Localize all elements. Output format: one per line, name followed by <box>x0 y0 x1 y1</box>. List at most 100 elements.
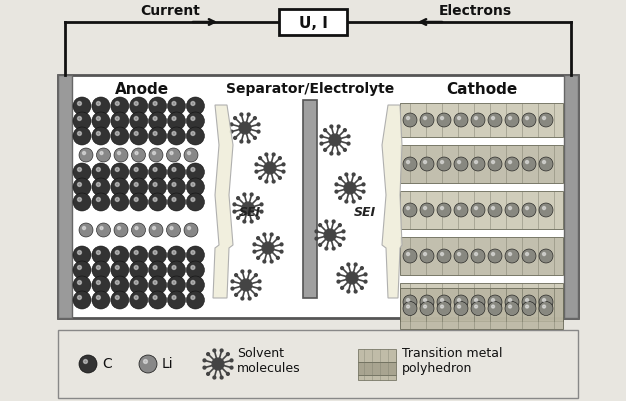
Circle shape <box>92 193 110 211</box>
Circle shape <box>230 366 233 369</box>
Circle shape <box>406 160 409 164</box>
Circle shape <box>148 193 167 211</box>
Circle shape <box>441 207 444 210</box>
Circle shape <box>187 127 205 145</box>
Circle shape <box>143 360 148 363</box>
Circle shape <box>134 182 138 186</box>
Circle shape <box>403 113 417 127</box>
Circle shape <box>153 198 157 201</box>
Circle shape <box>406 117 409 119</box>
Circle shape <box>329 134 341 146</box>
Circle shape <box>420 203 434 217</box>
Circle shape <box>359 177 361 180</box>
Circle shape <box>111 178 129 196</box>
Circle shape <box>100 227 103 230</box>
Circle shape <box>188 152 190 154</box>
Circle shape <box>96 101 100 105</box>
Circle shape <box>73 276 91 294</box>
Circle shape <box>420 113 434 127</box>
Circle shape <box>130 163 148 181</box>
Circle shape <box>240 279 252 291</box>
Circle shape <box>508 160 511 164</box>
Circle shape <box>237 217 240 219</box>
Text: Cathode: Cathode <box>446 81 518 97</box>
Circle shape <box>96 296 100 300</box>
Circle shape <box>249 270 251 273</box>
Circle shape <box>78 198 81 201</box>
Circle shape <box>191 198 195 201</box>
Bar <box>400 237 563 275</box>
Circle shape <box>233 117 237 119</box>
Circle shape <box>243 193 246 196</box>
Text: SEI: SEI <box>354 207 376 219</box>
Circle shape <box>262 242 274 254</box>
Circle shape <box>130 97 148 115</box>
Circle shape <box>525 305 528 308</box>
Circle shape <box>257 217 259 219</box>
Circle shape <box>243 220 246 223</box>
Circle shape <box>78 132 81 136</box>
Circle shape <box>280 243 283 246</box>
Circle shape <box>250 193 253 196</box>
Circle shape <box>525 117 528 119</box>
Circle shape <box>235 294 237 296</box>
Circle shape <box>505 113 519 127</box>
Circle shape <box>73 178 91 196</box>
Circle shape <box>471 157 485 171</box>
Circle shape <box>342 237 345 240</box>
Circle shape <box>153 296 157 300</box>
Circle shape <box>231 287 234 290</box>
Circle shape <box>335 190 338 193</box>
Circle shape <box>233 203 236 206</box>
Circle shape <box>135 227 138 230</box>
Bar <box>58 75 578 318</box>
Circle shape <box>153 101 157 105</box>
Circle shape <box>134 132 138 136</box>
Circle shape <box>172 117 176 120</box>
Circle shape <box>471 249 485 263</box>
Circle shape <box>96 223 111 237</box>
Circle shape <box>253 250 256 253</box>
Circle shape <box>111 193 129 211</box>
Circle shape <box>344 129 346 132</box>
Circle shape <box>458 207 461 210</box>
Circle shape <box>543 160 546 164</box>
Circle shape <box>111 127 129 145</box>
Circle shape <box>420 295 434 309</box>
Circle shape <box>403 295 417 309</box>
Circle shape <box>111 261 129 279</box>
Circle shape <box>131 223 145 237</box>
Circle shape <box>73 291 91 309</box>
Circle shape <box>96 251 100 255</box>
Circle shape <box>508 117 511 119</box>
Text: Transition metal
polyhedron: Transition metal polyhedron <box>402 347 503 375</box>
Circle shape <box>230 359 233 362</box>
Circle shape <box>73 163 91 181</box>
Circle shape <box>148 97 167 115</box>
Text: Solvent
molecules: Solvent molecules <box>237 347 300 375</box>
Circle shape <box>96 198 100 201</box>
Circle shape <box>100 152 103 154</box>
Circle shape <box>539 249 553 263</box>
Circle shape <box>92 276 110 294</box>
Circle shape <box>78 265 81 269</box>
Circle shape <box>92 246 110 264</box>
Circle shape <box>354 290 357 293</box>
Circle shape <box>153 182 157 186</box>
Circle shape <box>352 200 355 203</box>
Circle shape <box>92 178 110 196</box>
Circle shape <box>458 117 461 119</box>
Circle shape <box>341 286 344 289</box>
Bar <box>279 9 347 35</box>
Circle shape <box>454 157 468 171</box>
Circle shape <box>213 349 216 352</box>
Circle shape <box>254 136 256 139</box>
Circle shape <box>242 202 254 214</box>
Circle shape <box>277 257 279 259</box>
Circle shape <box>263 233 266 236</box>
Circle shape <box>187 112 205 130</box>
Circle shape <box>118 152 121 154</box>
Circle shape <box>134 117 138 120</box>
Circle shape <box>424 160 426 164</box>
Circle shape <box>187 291 205 309</box>
